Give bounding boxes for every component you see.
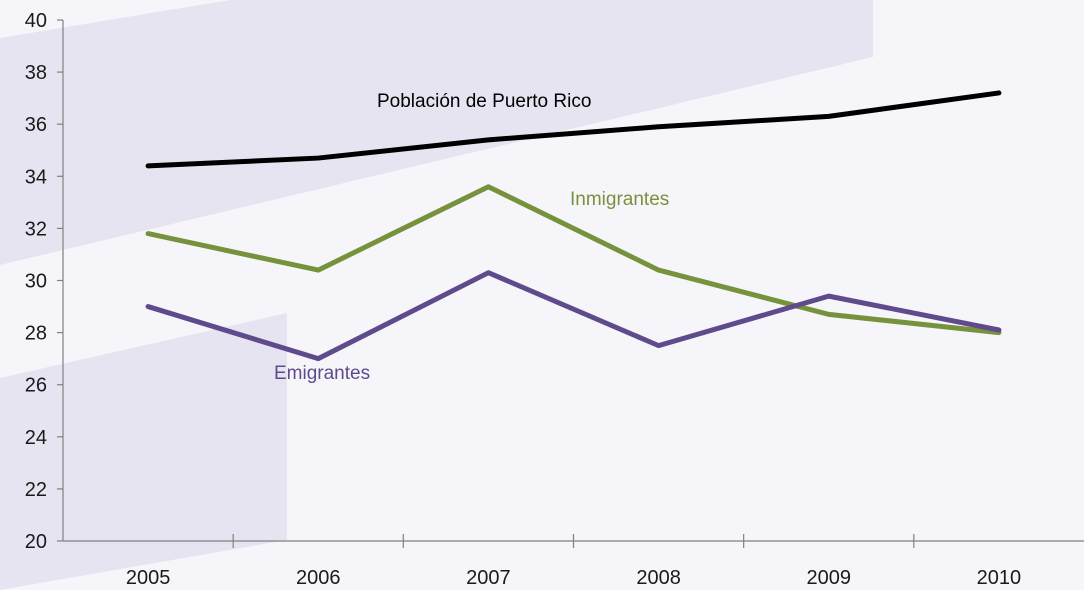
y-tick-label: 26 — [25, 375, 47, 397]
series-line-2 — [145, 270, 1002, 362]
y-tick-label: 28 — [25, 323, 47, 345]
y-tick-label: 34 — [25, 166, 47, 188]
series-line-1 — [145, 184, 1002, 336]
y-tick-label: 40 — [25, 10, 47, 32]
background-decoration — [0, 0, 873, 590]
series-line-0 — [145, 90, 1002, 169]
y-tick-label: 32 — [25, 218, 47, 240]
background-band-lower — [0, 313, 287, 590]
y-tick-label: 36 — [25, 114, 47, 136]
background-band-upper — [0, 0, 873, 265]
y-tick-label: 24 — [25, 427, 47, 449]
x-tick-label: 2005 — [126, 567, 171, 589]
x-tick-label: 2007 — [466, 567, 511, 589]
x-tick-label: 2008 — [636, 567, 681, 589]
y-axis-ticks: 20 22 24 26 28 30 32 34 36 38 40 — [25, 10, 63, 553]
series-label-inmigrantes: Inmigrantes — [570, 189, 669, 210]
series-label-poblacion: Población de Puerto Rico — [377, 91, 591, 112]
y-tick-label: 22 — [25, 479, 47, 501]
y-tick-label: 20 — [25, 531, 47, 553]
x-axis-ticks: 2005 2006 2007 2008 2009 2010 — [126, 534, 1021, 589]
series-lines — [145, 90, 1002, 362]
y-tick-label: 30 — [25, 271, 47, 293]
x-tick-label: 2009 — [807, 567, 852, 589]
series-label-emigrantes: Emigrantes — [274, 363, 370, 384]
x-tick-label: 2010 — [977, 567, 1022, 589]
x-tick-label: 2006 — [296, 567, 341, 589]
y-tick-label: 38 — [25, 62, 47, 84]
